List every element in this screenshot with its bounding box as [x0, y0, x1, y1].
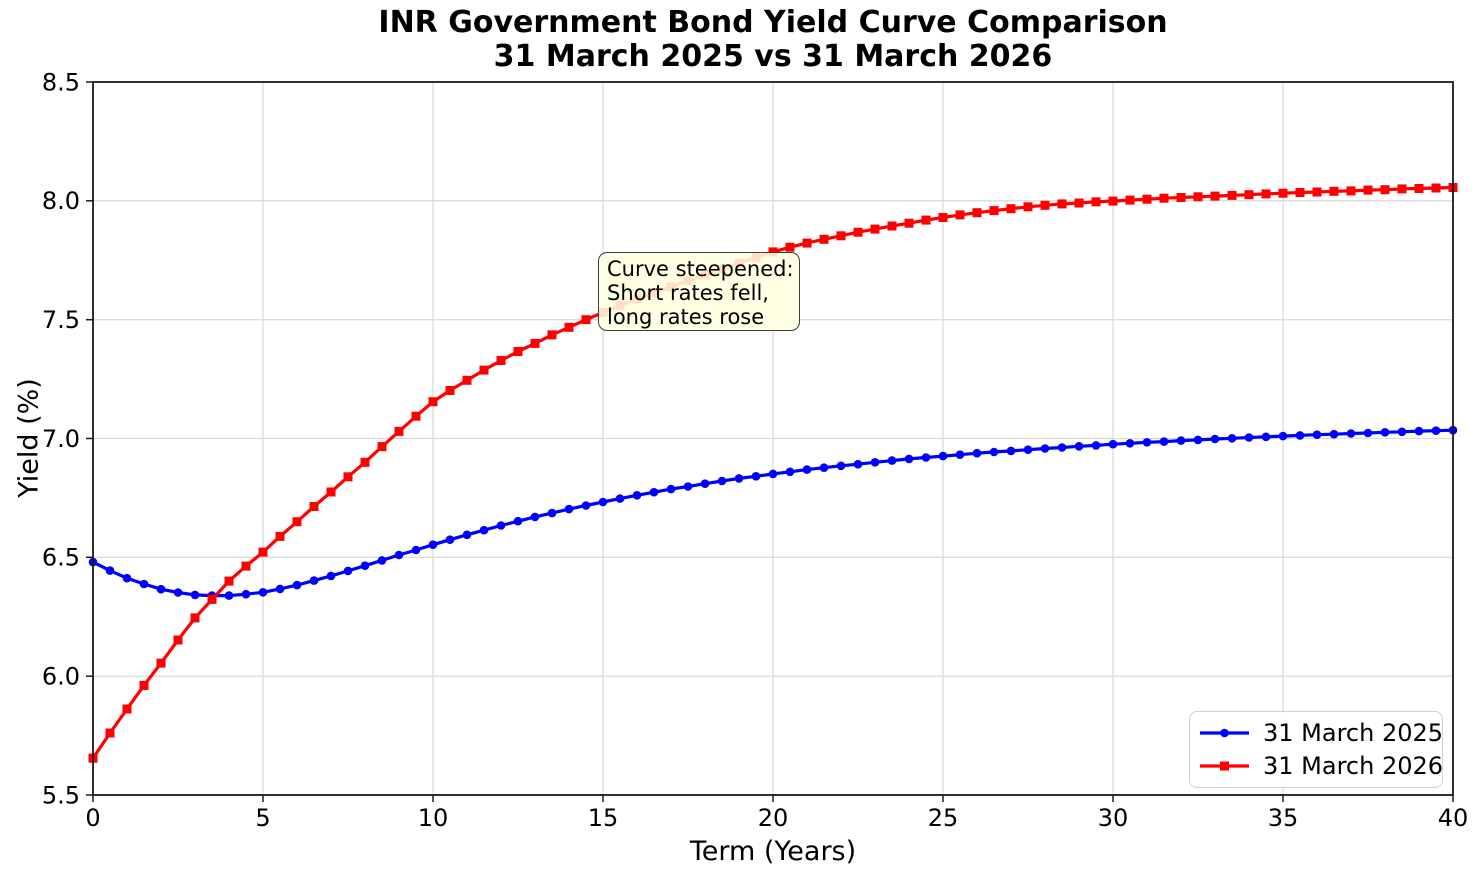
x-axis-label: Term (Years) [689, 836, 857, 867]
y-tick-label: 8.0 [42, 187, 80, 215]
x-tick-label: 15 [588, 804, 619, 832]
legend-swatch-circle-icon [1200, 728, 1249, 738]
x-tick-label: 20 [758, 804, 789, 832]
chart-title-line1: INR Government Bond Yield Curve Comparis… [378, 5, 1168, 40]
legend-swatch-square-icon [1200, 761, 1249, 771]
legend-label: 31 March 2026 [1263, 751, 1444, 780]
legend-label: 31 March 2025 [1263, 719, 1444, 748]
annotation-line1: Curve steepened: [607, 257, 794, 281]
x-tick-label: 35 [1268, 804, 1299, 832]
axes-spines [92, 81, 1454, 796]
x-tick-label: 0 [85, 804, 100, 832]
y-tick-label: 8.5 [42, 68, 80, 96]
x-tick-label: 40 [1438, 804, 1469, 832]
annotation-line2: Short rates fell, [607, 281, 769, 305]
chart-title: INR Government Bond Yield Curve Comparis… [93, 6, 1453, 74]
x-tick-label: 10 [418, 804, 449, 832]
y-tick-label: 5.5 [42, 781, 80, 809]
y-tick-label: 6.5 [42, 544, 80, 572]
y-tick-label: 7.0 [42, 425, 80, 453]
y-tick-label: 7.5 [42, 306, 80, 334]
legend-entry: 31 March 2025 [1199, 718, 1443, 748]
annotation-line3: long rates rose [607, 305, 765, 329]
legend-entry: 31 March 2026 [1199, 751, 1443, 781]
legend: 31 March 2025 31 March 2026 [1189, 711, 1443, 788]
x-tick-label: 25 [928, 804, 959, 832]
x-tick-label: 30 [1098, 804, 1129, 832]
chart-title-line2: 31 March 2025 vs 31 March 2026 [493, 39, 1053, 74]
y-tick-label: 6.0 [42, 663, 80, 691]
x-tick-label: 5 [255, 804, 270, 832]
y-axis-label: Yield (%) [13, 378, 45, 498]
annotation-box: Curve steepened: Short rates fell, long … [598, 252, 800, 331]
